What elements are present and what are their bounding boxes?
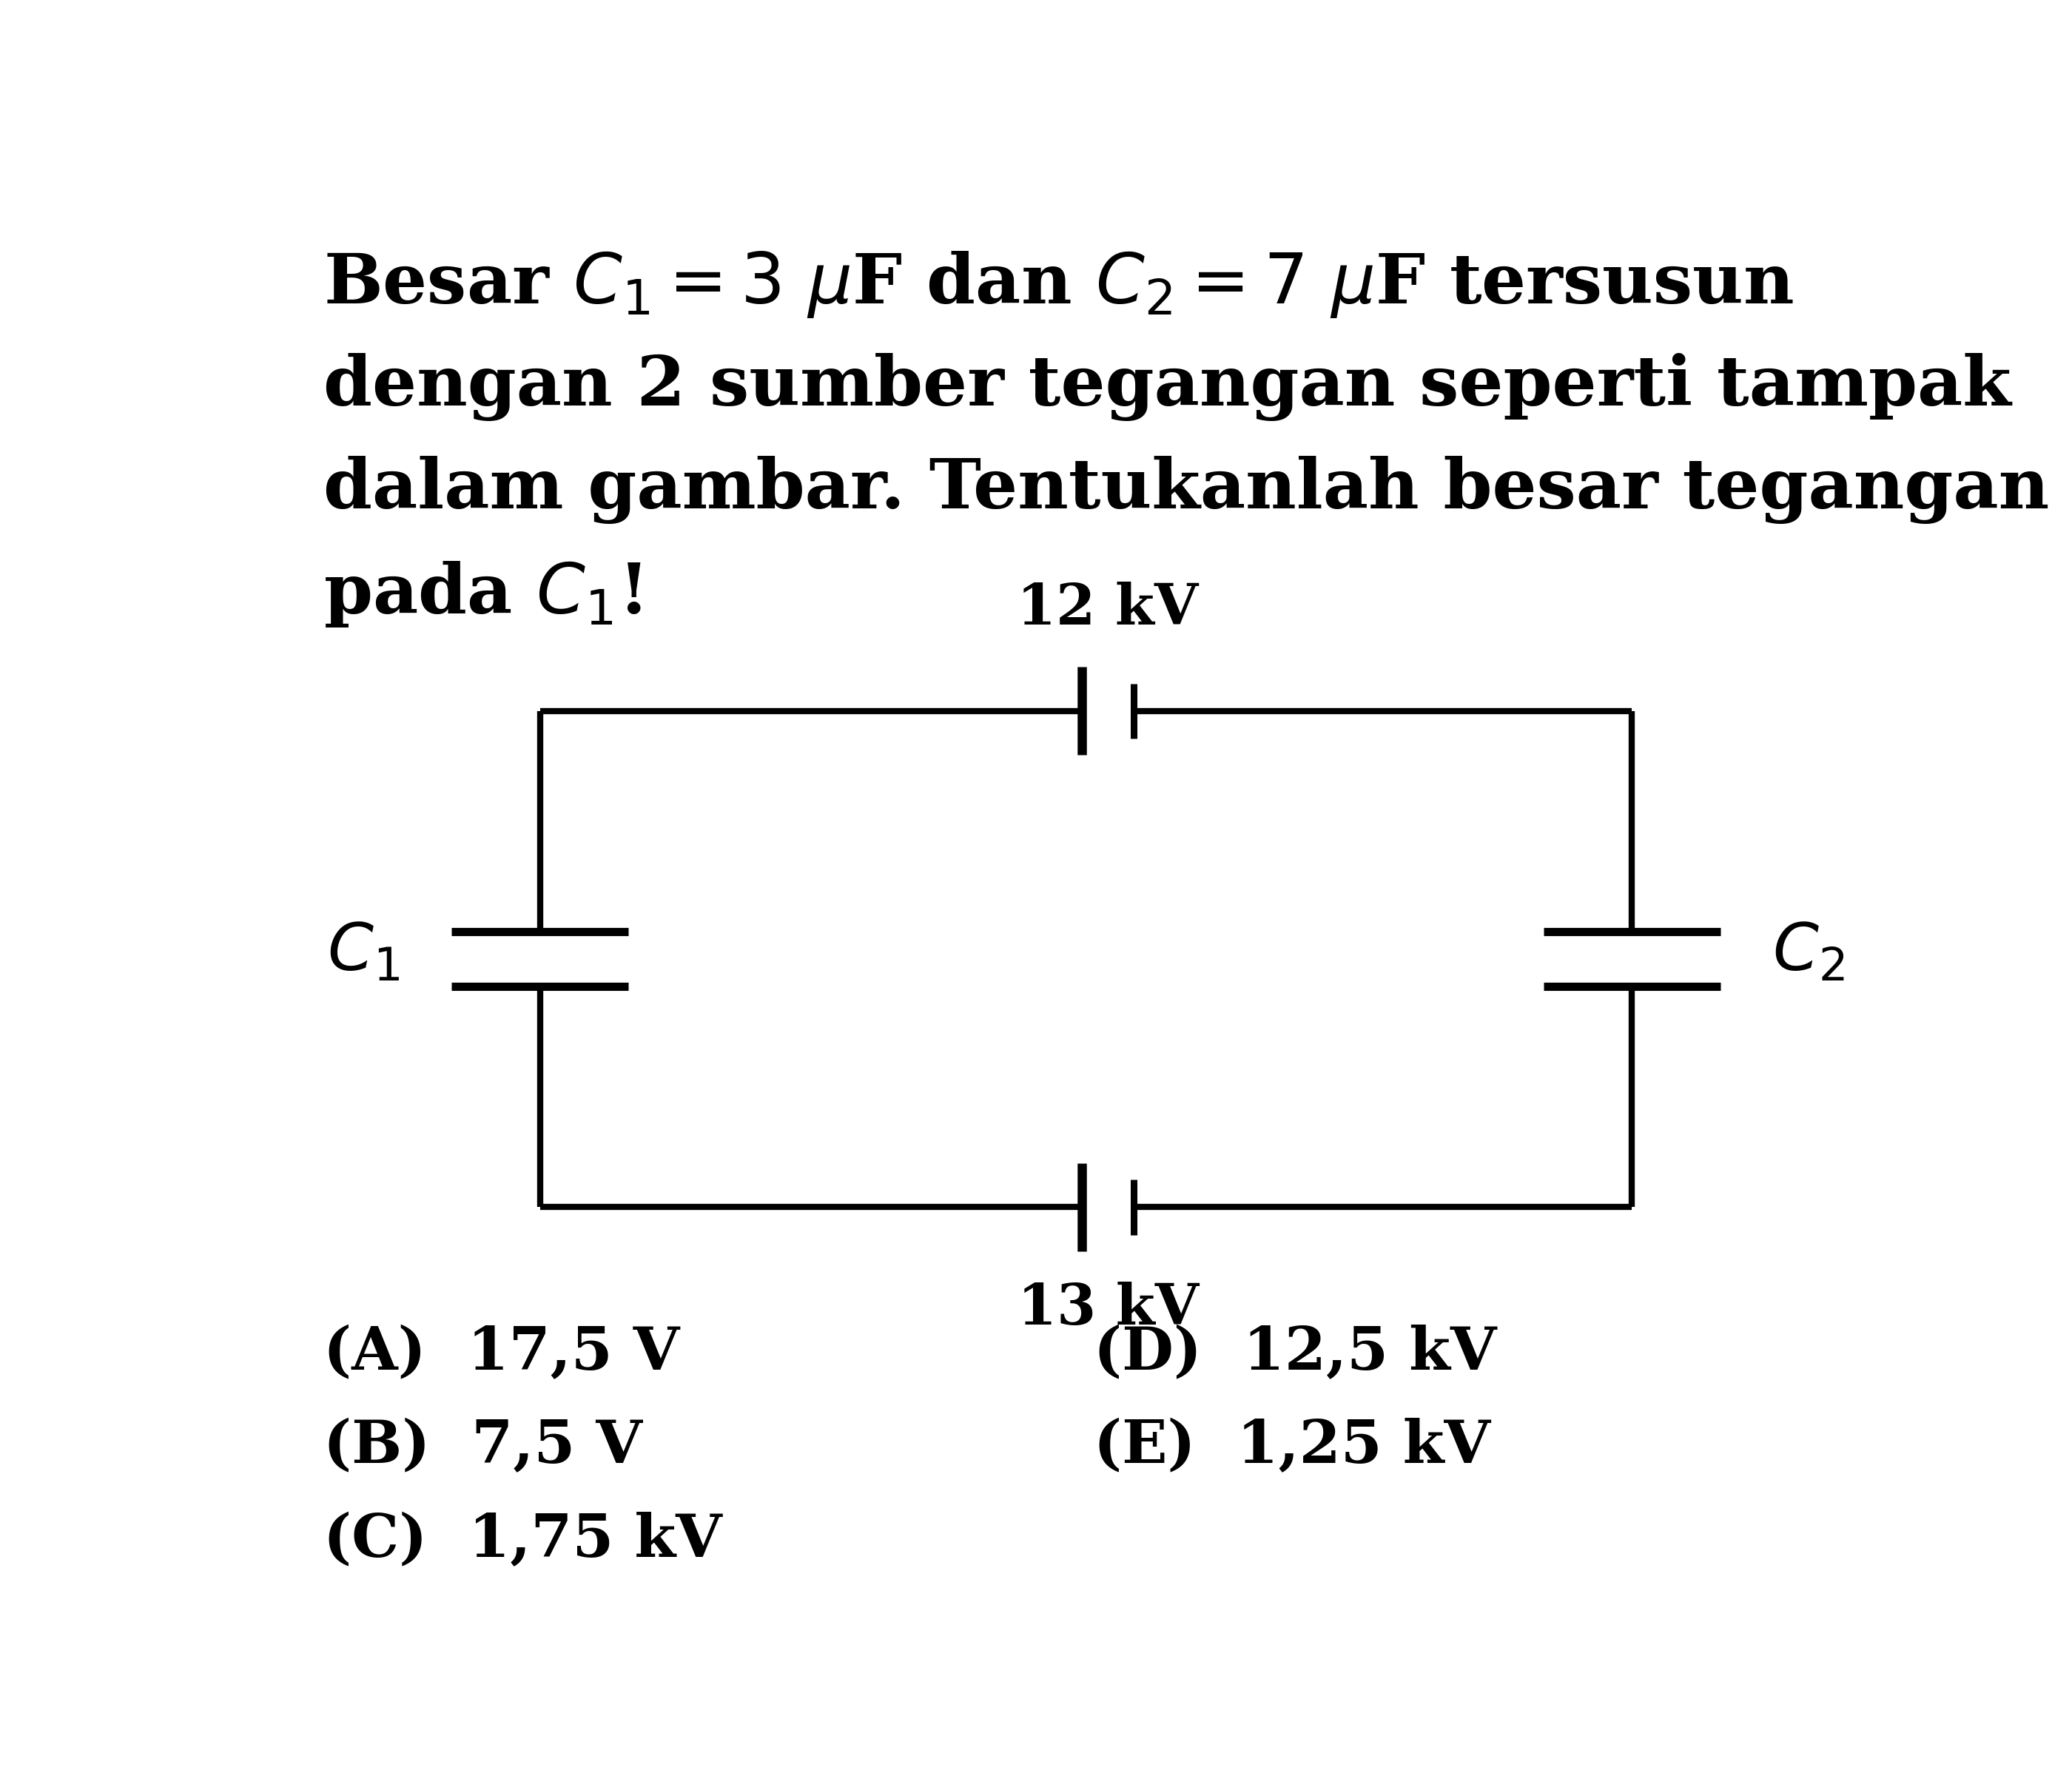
Text: (B)  7,5 V: (B) 7,5 V — [323, 1418, 642, 1475]
Text: dengan 2 sumber tegangan seperti tampak: dengan 2 sumber tegangan seperti tampak — [323, 353, 2012, 421]
Text: (A)  17,5 V: (A) 17,5 V — [323, 1325, 680, 1382]
Text: dalam gambar. Tentukanlah besar tegangan: dalam gambar. Tentukanlah besar tegangan — [323, 456, 2049, 524]
Text: 12 kV: 12 kV — [1017, 582, 1198, 637]
Text: (C)  1,75 kV: (C) 1,75 kV — [323, 1513, 721, 1570]
Text: Besar $C_1 = 3\ \mu$F dan $C_2 = 7\ \mu$F tersusun: Besar $C_1 = 3\ \mu$F dan $C_2 = 7\ \mu$… — [323, 249, 1794, 320]
Text: 13 kV: 13 kV — [1017, 1282, 1198, 1337]
Text: $C_2$: $C_2$ — [1772, 920, 1844, 985]
Text: pada $C_1$!: pada $C_1$! — [323, 560, 640, 628]
Text: $C_1$: $C_1$ — [327, 920, 400, 985]
Text: (D)  12,5 kV: (D) 12,5 kV — [1094, 1325, 1496, 1382]
Text: (E)  1,25 kV: (E) 1,25 kV — [1094, 1418, 1490, 1475]
